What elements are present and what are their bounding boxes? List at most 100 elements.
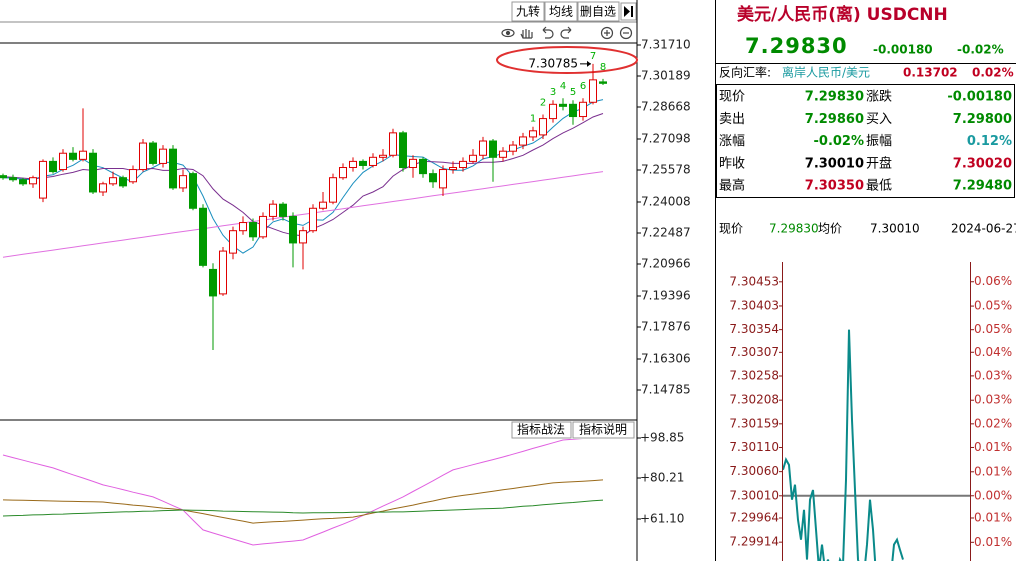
quote-label: 卖出 — [719, 112, 745, 127]
quote-value: 7.30020 — [953, 156, 1012, 171]
y-tick-label: 7.30307 — [729, 345, 779, 359]
high-arrow — [587, 60, 591, 67]
candle-body — [369, 156, 377, 166]
candle-body — [439, 169, 447, 189]
tab[interactable] — [511, 421, 572, 439]
button-label[interactable]: 删自选 — [580, 5, 616, 19]
button[interactable] — [544, 1, 578, 22]
last-price: 7.29830 — [745, 34, 848, 58]
candle-body — [319, 201, 327, 209]
y2-tick-label: 0.03% — [974, 393, 1012, 407]
y2-tick-label: 0.01% — [974, 440, 1012, 454]
candle-body — [519, 136, 527, 146]
candle-body — [89, 152, 97, 193]
quote-label: 开盘 — [866, 155, 892, 171]
y-tick-label: 7.28668 — [641, 100, 691, 114]
candle-body — [509, 144, 517, 152]
tick-price: 7.29830 — [769, 222, 819, 236]
y2-tick-label: 0.06% — [974, 274, 1012, 288]
quote-label: 涨跌 — [866, 89, 892, 105]
candle-body — [269, 203, 277, 217]
y2-tick-label: 0.04% — [974, 345, 1012, 359]
candle-body — [589, 79, 597, 103]
y-tick-label: 7.31710 — [641, 38, 691, 52]
sequence-count: 3 — [550, 87, 556, 98]
quote-value: 7.29830 — [805, 90, 864, 105]
candle-body — [179, 175, 187, 189]
candle-body — [139, 142, 147, 171]
y-tick-label: 7.24008 — [641, 194, 691, 208]
y2-tick-label: 0.00% — [974, 488, 1012, 502]
y-tick-label: 7.30258 — [729, 368, 779, 382]
tick-avg-label: 均价 — [818, 222, 842, 236]
candle-body — [349, 160, 357, 169]
button-label[interactable]: 九转 — [516, 4, 540, 19]
candle-body — [209, 268, 217, 297]
y2-tick-label: 0.01% — [974, 464, 1012, 478]
y-tick-label: 7.22487 — [641, 225, 691, 239]
indicator-line — [2, 499, 604, 517]
button[interactable] — [511, 1, 545, 22]
indicator-line — [2, 479, 604, 524]
highlight-ellipse — [496, 46, 638, 74]
plot-area — [2, 439, 604, 546]
candle-body — [559, 103, 567, 107]
candle-body — [329, 177, 337, 203]
high-label: 7.30785 — [528, 56, 578, 70]
quote-value: 7.29480 — [953, 179, 1012, 194]
y-tick-label: 7.16306 — [641, 351, 691, 365]
candle-body — [59, 152, 67, 171]
candle-body — [359, 160, 367, 166]
candle-body — [99, 183, 107, 193]
y-tick-label: 7.30110 — [729, 440, 779, 454]
sequence-count: 7 — [590, 51, 596, 62]
candle-body — [69, 152, 77, 160]
collapse-icon[interactable] — [620, 2, 637, 21]
y-tick-label: +98.85 — [640, 430, 684, 444]
candle-body — [219, 250, 227, 295]
button-label[interactable]: 均线 — [549, 5, 573, 19]
tick-price-label: 现价 — [719, 222, 743, 236]
instrument-title: 美元/人民币(离) USDCNH — [737, 4, 948, 25]
candle-body — [119, 177, 127, 187]
y2-tick-label: 0.05% — [974, 322, 1012, 336]
y-tick-label: 7.30189 — [641, 69, 691, 83]
reverse-pct: 0.02% — [972, 66, 1014, 80]
candle-body — [49, 160, 57, 173]
candle-body — [309, 207, 317, 232]
candle-body — [449, 167, 457, 171]
y-tick-label: 7.29964 — [729, 511, 779, 525]
quote-label: 现价 — [719, 90, 745, 105]
candle-body — [469, 154, 477, 162]
y2-tick-label: 0.01% — [974, 510, 1012, 524]
reverse-pair[interactable]: 离岸人民币/美元 — [782, 65, 870, 80]
candle-body — [149, 142, 157, 164]
quote-label: 买入 — [866, 112, 892, 127]
quote-value: 7.29860 — [805, 112, 864, 127]
candle-body — [229, 230, 237, 254]
candle-body — [339, 167, 347, 179]
candle-body — [579, 101, 587, 118]
quote-value: -0.02% — [814, 134, 865, 149]
candle-body — [599, 81, 607, 84]
y-tick-label: 7.30208 — [729, 393, 779, 407]
tab-label[interactable]: 指标战法 — [517, 422, 565, 437]
candle-body — [459, 160, 467, 169]
sequence-count: 4 — [560, 81, 566, 92]
y2-tick-label: 0.01% — [974, 535, 1012, 549]
candle-body — [389, 132, 397, 156]
quote-label: 昨收 — [719, 156, 745, 171]
tick-date: 2024-06-27 — [951, 222, 1016, 236]
quote-label: 最低 — [866, 179, 892, 194]
tab-label[interactable]: 指标说明 — [579, 422, 627, 437]
quote-value: 0.12% — [967, 134, 1012, 149]
candle-body — [189, 173, 197, 209]
tab[interactable] — [572, 421, 635, 439]
y-tick-label: 7.30453 — [729, 274, 779, 288]
candle-body — [0, 175, 7, 179]
button[interactable] — [577, 1, 620, 22]
chart-tools[interactable] — [501, 26, 633, 40]
candle-body — [199, 207, 207, 266]
candle-body — [19, 179, 27, 185]
